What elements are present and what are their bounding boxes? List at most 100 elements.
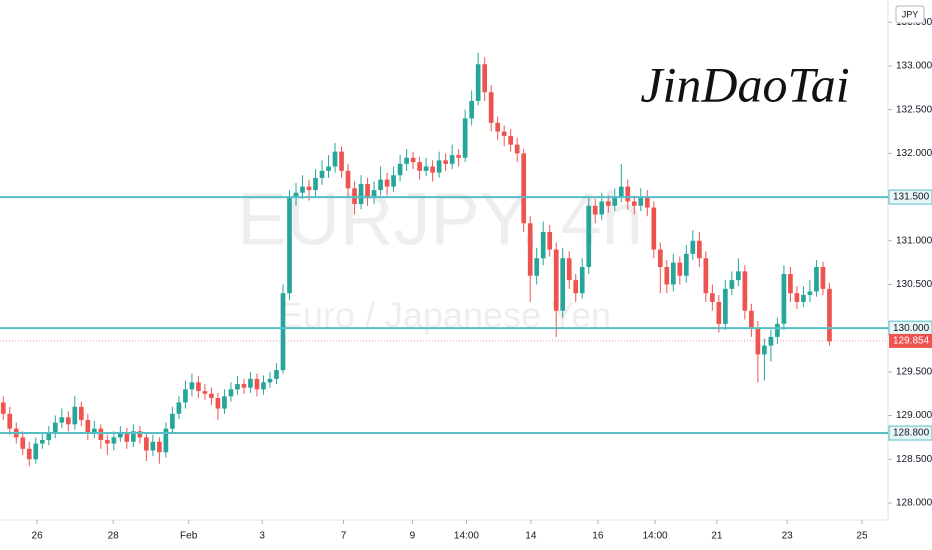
candle-body	[176, 402, 182, 414]
y-tick-label: 128.000	[896, 498, 932, 509]
candle-body	[274, 370, 279, 379]
candle-body	[150, 441, 156, 451]
candle-body	[287, 197, 292, 294]
candle-body	[59, 417, 65, 423]
y-tick-label: 128.500	[896, 454, 932, 465]
candle-body	[436, 160, 442, 173]
candle-body	[592, 205, 598, 215]
candle-body	[293, 192, 299, 198]
candle-body	[72, 406, 78, 425]
candle-body	[683, 253, 689, 276]
candle-body	[85, 419, 91, 434]
candle-body	[196, 382, 201, 392]
candle-body	[280, 293, 286, 371]
y-tick-label: 132.500	[896, 104, 932, 115]
last-price-label: 129.854	[893, 336, 930, 347]
candle-body	[0, 402, 6, 414]
candle-body	[124, 433, 130, 442]
level-badge	[888, 425, 932, 441]
candle-body	[254, 378, 260, 390]
candle-body	[599, 201, 605, 215]
candle-body	[430, 166, 435, 173]
candle-body	[423, 166, 429, 171]
candle-body	[566, 258, 572, 281]
candle-body	[618, 186, 624, 198]
watermark-symbol: EURJPY, 4h	[237, 178, 643, 261]
candle-body	[131, 431, 136, 442]
y-tick-label: 133.000	[896, 61, 932, 72]
candle-body	[326, 166, 331, 171]
candle-body	[605, 201, 611, 206]
candle-body	[781, 273, 787, 324]
candle-body	[137, 431, 143, 438]
candle-body	[365, 183, 370, 198]
candle-body	[482, 64, 488, 93]
candle-body	[345, 170, 351, 189]
y-tick-label: 132.000	[896, 148, 932, 159]
candle-body	[215, 398, 221, 409]
candle-body	[651, 207, 657, 250]
candle-body	[475, 64, 481, 101]
candle-body	[228, 389, 234, 397]
candle-body	[670, 262, 676, 285]
x-tick-label: 14:00	[643, 531, 668, 542]
candle-body	[807, 291, 813, 295]
currency-badge[interactable]	[895, 5, 925, 24]
candle-body	[514, 144, 520, 154]
y-tick-label: 129.500	[896, 367, 932, 378]
candle-body	[26, 448, 32, 460]
candle-body	[261, 382, 266, 390]
candle-body	[710, 293, 715, 302]
candle-body	[111, 437, 117, 444]
candle-body	[625, 186, 631, 202]
candle-body	[378, 179, 383, 191]
candle-body	[462, 118, 468, 158]
candle-body	[723, 288, 728, 324]
candle-body	[547, 232, 553, 250]
candle-body	[664, 266, 670, 285]
candle-body	[209, 393, 214, 399]
candle-body	[384, 179, 390, 187]
level-label: 128.800	[893, 428, 930, 439]
candle-body	[820, 266, 826, 289]
candle-body	[696, 240, 702, 259]
candle-body	[300, 186, 305, 193]
candle-body	[339, 151, 344, 171]
candle-body	[358, 183, 364, 205]
candle-body	[33, 443, 39, 460]
candle-body	[736, 271, 741, 281]
candle-body	[410, 157, 416, 163]
x-tick-label: 14	[525, 531, 537, 542]
signature: JinDaoTai	[640, 56, 849, 112]
candle-body	[46, 433, 52, 441]
candle-body	[170, 413, 175, 429]
candle-body	[814, 266, 819, 292]
candle-body	[755, 328, 761, 355]
y-tick-label: 130.500	[896, 279, 932, 290]
candle-body	[52, 422, 58, 434]
candle-body	[189, 382, 195, 390]
x-tick-label: 23	[782, 531, 794, 542]
candle-body	[306, 186, 312, 191]
candle-body	[391, 175, 396, 187]
candle-body	[404, 157, 409, 164]
x-tick-label: 7	[341, 531, 347, 542]
candle-body	[267, 378, 273, 383]
level-label: 131.500	[893, 192, 930, 203]
x-tick-label: 25	[856, 531, 868, 542]
candle-body	[573, 280, 579, 294]
candle-body	[104, 440, 110, 444]
currency-label: JPY	[902, 9, 919, 19]
x-tick-label: 28	[108, 531, 120, 542]
candle-body	[677, 262, 683, 276]
candle-body	[248, 378, 253, 388]
candle-body	[7, 413, 13, 429]
candle-body	[638, 197, 644, 206]
candle-body	[488, 92, 494, 123]
candle-body	[98, 428, 104, 441]
candle-body	[144, 437, 149, 451]
candle-body	[65, 417, 71, 425]
x-tick-label: 21	[711, 531, 723, 542]
